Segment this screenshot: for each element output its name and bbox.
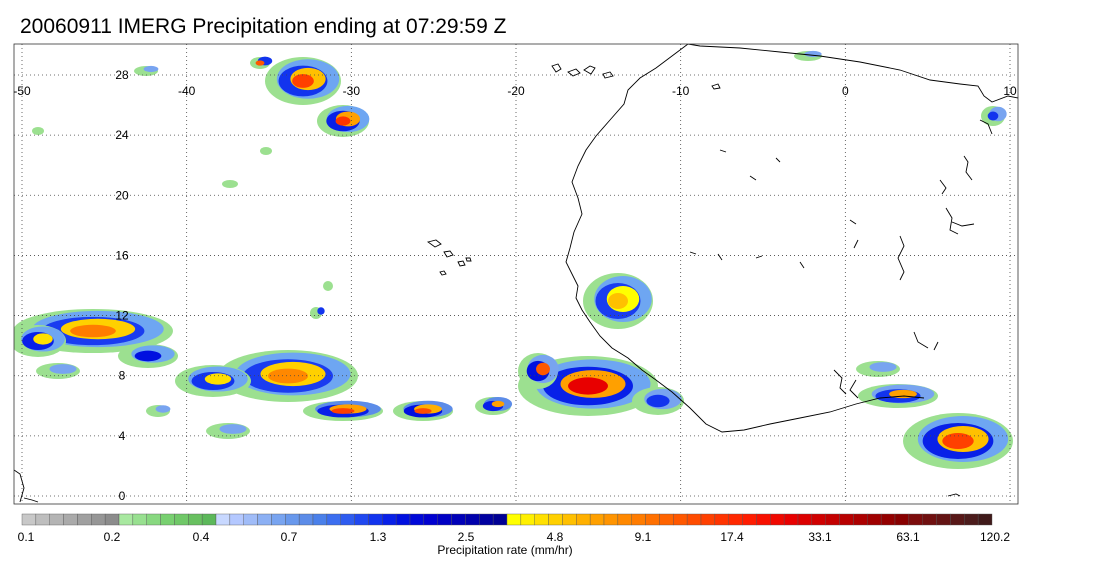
- precip-contour: [70, 324, 116, 338]
- coastline-segment: [717, 253, 723, 261]
- precip-contour: [317, 307, 325, 315]
- lon-tick-label: 0: [842, 84, 849, 98]
- coastline-segment: [853, 239, 859, 249]
- lat-tick-label: 28: [115, 68, 129, 82]
- coastline-segment: [426, 239, 442, 248]
- lat-tick-label: 16: [115, 248, 129, 262]
- coastline-segment: [947, 493, 961, 497]
- lat-tick-label: 8: [119, 369, 126, 383]
- precip-contour: [491, 400, 505, 408]
- precip-contour: [414, 408, 432, 414]
- precip-contour: [268, 368, 308, 384]
- coastline-segment: [567, 68, 581, 77]
- coastline-segment: [849, 219, 857, 225]
- lon-tick-label: -40: [178, 84, 196, 98]
- map-title: 20060911 IMERG Precipitation ending at 0…: [20, 15, 507, 38]
- map-gridlines: [14, 44, 1018, 504]
- coastline-segment: [749, 175, 757, 181]
- coastline-segment: [602, 71, 614, 79]
- coastline-segment: [465, 257, 472, 262]
- precip-contour: [143, 65, 159, 73]
- lat-tick-label: 20: [115, 188, 129, 202]
- coastline-segment: [775, 157, 781, 163]
- latitude-tick-labels: 0 4 8 12 16 20 24 28: [115, 68, 129, 503]
- coastline-segment: [23, 497, 39, 503]
- coastline-segment: [963, 155, 973, 181]
- lon-tick-label: -30: [343, 84, 361, 98]
- coastline-segment: [897, 235, 905, 281]
- coastline-segment: [933, 341, 939, 351]
- longitude-tick-labels: -50 -40 -30 -20 -10 0 10: [13, 84, 1017, 98]
- precip-contour: [889, 389, 917, 399]
- coastline-segment: [689, 251, 697, 255]
- coastline-segment: [439, 270, 447, 276]
- coastline-segment: [945, 207, 959, 235]
- lon-tick-label: -20: [507, 84, 525, 98]
- coastline-segment: [979, 119, 993, 135]
- precip-contour: [255, 60, 265, 66]
- precip-contour: [331, 408, 355, 414]
- coastline-segment: [939, 179, 947, 195]
- precip-contour: [260, 147, 272, 155]
- precip-contour: [568, 377, 608, 395]
- precip-contour: [204, 373, 232, 385]
- precip-contour: [335, 116, 351, 126]
- precip-contour: [32, 127, 44, 135]
- lon-tick-label: -50: [13, 84, 31, 98]
- precip-contour: [49, 364, 77, 374]
- precipitation-field: [14, 50, 1013, 469]
- precip-contour: [292, 74, 314, 88]
- coastline-segment: [913, 331, 929, 349]
- precip-contour: [134, 350, 162, 362]
- coastline-segment: [833, 369, 847, 395]
- precip-contour: [987, 111, 999, 121]
- precip-contour: [942, 433, 974, 449]
- lon-tick-label: -10: [672, 84, 690, 98]
- coastline-segment: [849, 379, 859, 399]
- precip-contour: [33, 333, 53, 345]
- precip-contour: [222, 180, 238, 188]
- lon-tick-label: 10: [1003, 84, 1017, 98]
- precip-contour: [536, 362, 550, 376]
- coastline-segment: [457, 260, 466, 267]
- coastline-segment: [719, 149, 727, 153]
- lat-tick-label: 4: [119, 429, 126, 443]
- precip-contour: [869, 362, 897, 372]
- coastline-segment: [551, 63, 562, 73]
- lat-tick-label: 12: [115, 309, 129, 323]
- coastline-segment: [443, 250, 454, 258]
- coastline-segment: [14, 469, 25, 503]
- precip-contour: [155, 405, 171, 413]
- africa-coastline: [565, 44, 1018, 433]
- coastline-segment: [583, 65, 596, 75]
- lat-tick-label: 24: [115, 128, 129, 142]
- coastline-segment: [711, 83, 721, 90]
- coastline-segment: [799, 261, 805, 269]
- precip-contour: [646, 394, 670, 408]
- precip-contour: [323, 281, 333, 291]
- lat-tick-label: 0: [119, 489, 126, 503]
- coastlines: [14, 44, 1018, 503]
- precip-contour: [608, 293, 628, 309]
- coastline-segment: [755, 255, 763, 259]
- coastline-segment: [951, 221, 975, 227]
- map-frame: [13, 43, 1019, 505]
- precip-contour: [219, 424, 247, 434]
